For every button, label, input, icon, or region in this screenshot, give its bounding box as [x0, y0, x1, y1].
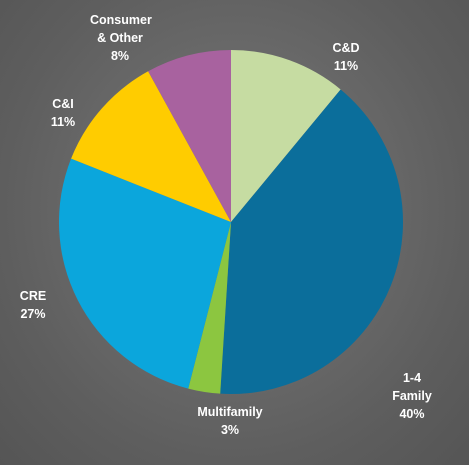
category-label: C&I	[52, 97, 74, 111]
value-label: 8%	[110, 49, 130, 63]
slice-label: C&D 11%	[316, 39, 376, 75]
category-label: 1-4 Family	[392, 371, 432, 403]
pie-slice	[148, 50, 231, 222]
value-label: 11%	[50, 115, 76, 129]
category-label: C&D	[332, 41, 360, 55]
pie-slice	[188, 222, 231, 394]
slice-label: Multifamily 3%	[190, 403, 270, 439]
pie-slice	[71, 71, 231, 222]
category-label: CRE	[19, 289, 47, 303]
slice-label: 1-4 Family 40%	[382, 369, 442, 423]
slice-label: Consumer & Other 8%	[90, 11, 152, 65]
category-label: Multifamily	[197, 405, 263, 419]
value-label: 40%	[399, 407, 425, 421]
pie-slice	[220, 89, 403, 394]
slice-label: CRE 27%	[13, 287, 53, 323]
pie-slice	[231, 50, 341, 222]
category-label: Consumer & Other	[90, 13, 152, 45]
value-label: 3%	[220, 423, 240, 437]
slice-label: C&I 11%	[43, 95, 83, 131]
value-label: 11%	[333, 59, 359, 73]
value-label: 27%	[20, 307, 46, 321]
pie-slice	[58, 158, 231, 389]
